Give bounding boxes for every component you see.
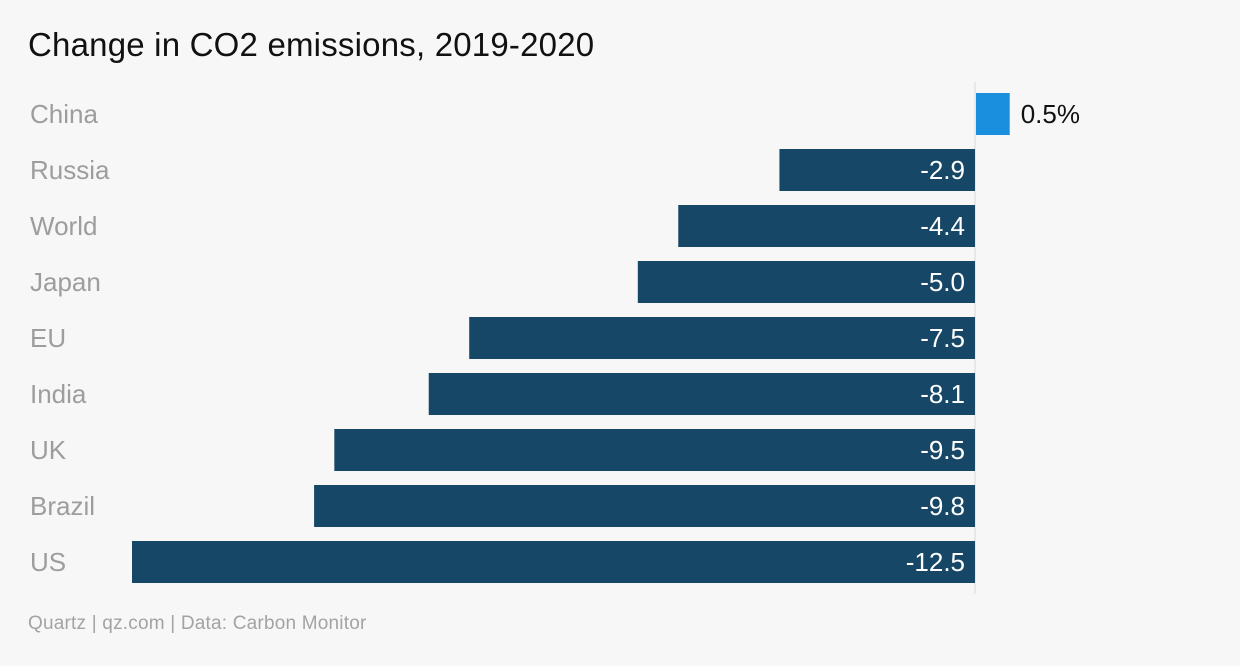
bar-uk — [334, 429, 975, 471]
bar-japan — [637, 261, 975, 303]
value-label-brazil: -9.8 — [920, 491, 965, 521]
category-label-eu: EU — [30, 323, 66, 353]
chart-title: Change in CO2 emissions, 2019-2020 — [28, 26, 595, 63]
chart-source-footer: Quartz | qz.com | Data: Carbon Monitor — [28, 613, 367, 634]
category-label-uk: UK — [30, 435, 67, 465]
category-label-us: US — [30, 547, 66, 577]
value-label-world: -4.4 — [920, 211, 965, 241]
category-label-brazil: Brazil — [30, 491, 95, 521]
bar-brazil — [314, 485, 975, 527]
category-label-japan: Japan — [30, 267, 101, 297]
value-label-eu: -7.5 — [920, 323, 965, 353]
bar-india — [428, 373, 976, 415]
bar-china — [976, 93, 1010, 135]
value-label-india: -8.1 — [920, 379, 965, 409]
value-label-us: -12.5 — [906, 547, 965, 577]
value-label-china: 0.5% — [1021, 99, 1080, 129]
category-label-world: World — [30, 211, 97, 241]
bar-eu — [469, 317, 975, 359]
category-label-india: India — [30, 379, 87, 409]
value-label-japan: -5.0 — [920, 267, 965, 297]
category-label-russia: Russia — [30, 155, 110, 185]
bar-world — [678, 205, 975, 247]
value-label-uk: -9.5 — [920, 435, 965, 465]
category-label-china: China — [30, 99, 98, 129]
bar-us — [132, 541, 975, 583]
value-label-russia: -2.9 — [920, 155, 965, 185]
bar-russia — [779, 149, 975, 191]
